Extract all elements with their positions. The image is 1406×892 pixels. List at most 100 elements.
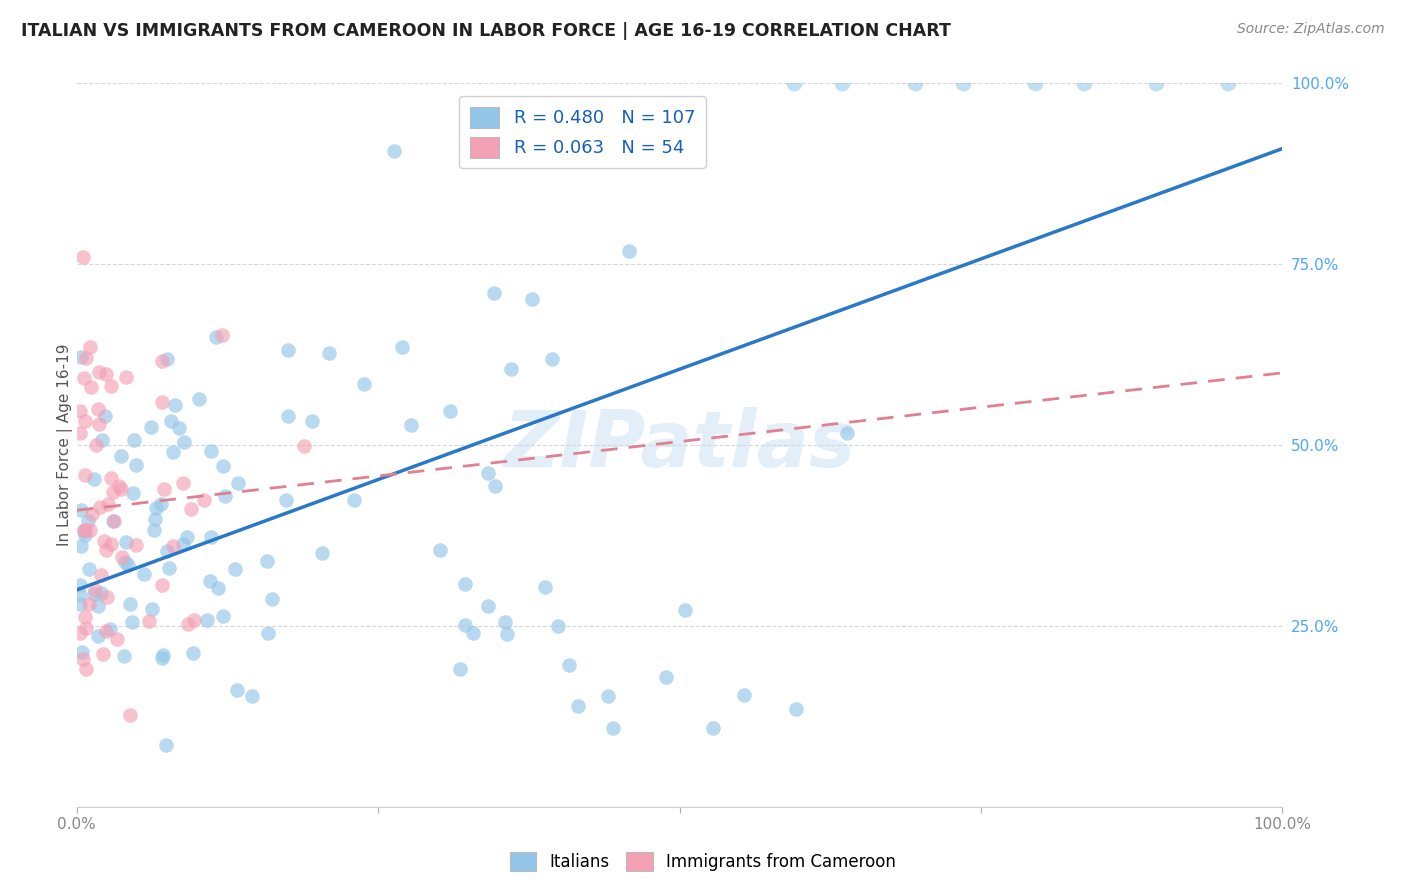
Point — [183, 613, 205, 627]
Point — [211, 327, 233, 342]
Point — [73, 371, 96, 385]
Point — [101, 485, 124, 500]
Point — [134, 566, 156, 581]
Point — [111, 550, 134, 565]
Point — [83, 582, 105, 597]
Point — [87, 402, 110, 417]
Point — [602, 721, 624, 735]
Text: ZIPatlas: ZIPatlas — [503, 408, 856, 483]
Point — [115, 535, 138, 549]
Point — [100, 537, 122, 551]
Point — [837, 426, 859, 441]
Point — [101, 514, 124, 528]
Point — [143, 523, 166, 537]
Point — [77, 598, 100, 612]
Point — [256, 554, 278, 568]
Point — [83, 472, 105, 486]
Point — [69, 426, 91, 441]
Point — [73, 523, 96, 537]
Point — [484, 479, 506, 493]
Point — [75, 662, 97, 676]
Point — [277, 343, 299, 358]
Legend: R = 0.480   N = 107, R = 0.063   N = 54: R = 0.480 N = 107, R = 0.063 N = 54 — [460, 96, 706, 169]
Point — [150, 497, 173, 511]
Point — [162, 445, 184, 459]
Point — [200, 530, 222, 544]
Point — [205, 330, 228, 344]
Point — [75, 468, 97, 483]
Point — [197, 613, 219, 627]
Point — [89, 500, 111, 515]
Point — [391, 340, 413, 354]
Point — [1024, 77, 1046, 91]
Point — [477, 599, 499, 614]
Point — [193, 492, 215, 507]
Point — [318, 345, 340, 359]
Point — [200, 444, 222, 458]
Point — [138, 614, 160, 628]
Point — [89, 417, 111, 432]
Point — [155, 738, 177, 752]
Point — [240, 689, 263, 703]
Point — [73, 414, 96, 428]
Point — [173, 435, 195, 450]
Point — [150, 650, 173, 665]
Point — [73, 527, 96, 541]
Point — [952, 77, 974, 91]
Y-axis label: In Labor Force | Age 16-19: In Labor Force | Age 16-19 — [58, 344, 73, 547]
Point — [496, 627, 519, 641]
Point — [105, 632, 128, 647]
Point — [70, 502, 93, 516]
Point — [494, 615, 516, 629]
Point — [153, 483, 176, 497]
Point — [207, 582, 229, 596]
Point — [176, 617, 198, 632]
Point — [673, 603, 696, 617]
Point — [73, 523, 96, 537]
Point — [454, 617, 477, 632]
Point — [274, 493, 297, 508]
Point — [439, 404, 461, 418]
Point — [180, 502, 202, 516]
Point — [69, 597, 91, 611]
Legend: Italians, Immigrants from Cameroon: Italians, Immigrants from Cameroon — [502, 843, 904, 880]
Point — [69, 404, 91, 418]
Point — [86, 629, 108, 643]
Point — [277, 409, 299, 423]
Point — [70, 350, 93, 364]
Point — [120, 707, 142, 722]
Point — [76, 514, 98, 528]
Point — [150, 578, 173, 592]
Point — [477, 466, 499, 480]
Point — [139, 419, 162, 434]
Point — [141, 601, 163, 615]
Point — [558, 657, 581, 672]
Point — [343, 493, 366, 508]
Point — [150, 394, 173, 409]
Point — [904, 77, 927, 91]
Point — [541, 351, 564, 366]
Point — [100, 622, 122, 636]
Point — [115, 369, 138, 384]
Point — [353, 376, 375, 391]
Point — [160, 415, 183, 429]
Point — [547, 618, 569, 632]
Point — [157, 561, 180, 575]
Point — [226, 475, 249, 490]
Point — [172, 476, 194, 491]
Point — [93, 534, 115, 549]
Point — [79, 562, 101, 576]
Point — [89, 365, 111, 379]
Point — [156, 351, 179, 366]
Point — [69, 626, 91, 640]
Point — [619, 244, 641, 259]
Point — [150, 354, 173, 368]
Point — [145, 501, 167, 516]
Point — [72, 250, 94, 264]
Point — [785, 702, 807, 716]
Point — [163, 398, 186, 412]
Point — [301, 414, 323, 428]
Point — [188, 392, 211, 406]
Point — [100, 378, 122, 392]
Point — [155, 544, 177, 558]
